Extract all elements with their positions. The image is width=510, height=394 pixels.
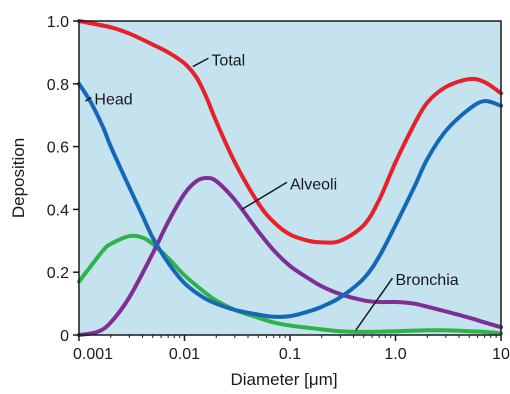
x-axis-title: Diameter [μm] — [230, 370, 337, 389]
x-axis: 0.001 0.01 0.1 1.0 10 — [73, 335, 510, 363]
series-label-bronchia: Bronchia — [396, 272, 459, 289]
y-tick-label: 0.6 — [47, 140, 69, 157]
series-layer — [77, 19, 503, 337]
series-line-total — [77, 19, 503, 245]
series-label-head: Head — [94, 92, 132, 109]
y-axis: 0 0.2 0.4 0.6 0.8 1.0 — [47, 14, 79, 345]
annotation-leader-bronchia — [355, 277, 394, 331]
y-tick-label: 1.0 — [47, 14, 69, 31]
x-tick-label: 10 — [492, 346, 510, 363]
y-tick-label: 0.4 — [47, 202, 69, 219]
x-tick-label: 0.01 — [169, 346, 200, 363]
annotation-leader-total — [192, 57, 209, 68]
annotation-leader-head — [85, 96, 92, 102]
annotation-layer: Bronchia Alveoli Head Total — [85, 52, 459, 331]
y-tick-label: 0.2 — [47, 265, 69, 282]
x-tick-label: 0.001 — [73, 346, 113, 363]
series-line-alveoli — [77, 175, 503, 337]
annotation-leader-alveoli — [241, 181, 288, 211]
x-tick-label: 1.0 — [384, 346, 406, 363]
x-tick-label: 0.1 — [279, 346, 301, 363]
y-axis-title: Deposition — [9, 138, 28, 218]
series-line-head — [77, 81, 503, 319]
plot-area — [79, 21, 501, 335]
y-tick-label: 0 — [60, 328, 69, 345]
series-label-total: Total — [211, 52, 245, 69]
series-label-alveoli: Alveoli — [290, 176, 337, 193]
y-tick-label: 0.8 — [47, 77, 69, 94]
